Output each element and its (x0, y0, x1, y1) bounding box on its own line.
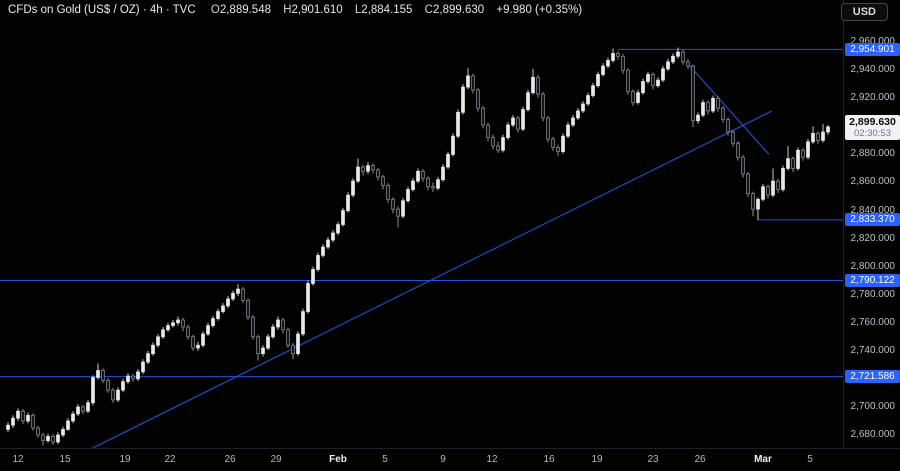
ohlc-high: H2,901.610 (283, 4, 343, 16)
time-tick: 16 (543, 454, 555, 465)
descending-trendline[interactable] (685, 61, 770, 155)
symbol-title[interactable]: CFDs on Gold (US$ / OZ) · 4h · TVC (8, 4, 196, 16)
time-tick: 19 (119, 454, 131, 465)
last-price-label: 2,899.630 02:30:53 (845, 114, 900, 140)
price-tick: 2,760.000 (850, 316, 896, 328)
ohlc-close: C2,899.630 (424, 4, 485, 16)
bar-countdown: 02:30:53 (854, 127, 891, 139)
price-level-label: 2,790.122 (845, 274, 900, 287)
time-tick: 26 (224, 454, 236, 465)
price-tick: 2,860.000 (850, 176, 896, 188)
time-tick: 23 (647, 454, 659, 465)
price-tick: 2,960.000 (850, 36, 896, 48)
price-tick: 2,780.000 (850, 288, 896, 300)
time-tick: 12 (486, 454, 498, 465)
price-tick: 2,880.000 (850, 148, 896, 160)
currency-button[interactable]: USD (840, 3, 888, 21)
time-tick: 19 (591, 454, 603, 465)
price-tick: 2,800.000 (850, 260, 896, 272)
time-tick: 29 (270, 454, 282, 465)
time-tick: 5 (382, 454, 388, 465)
price-level-label: 2,721.586 (845, 370, 900, 384)
price-tick: 2,940.000 (850, 64, 896, 76)
time-tick: 22 (164, 454, 176, 465)
price-level-label: 2,833.370 (845, 213, 900, 227)
candles (6, 47, 830, 446)
price-axis[interactable]: 2,899.630 02:30:53 2,960.000 2,940.000 2,9… (843, 0, 900, 448)
chart-header: CFDs on Gold (US$ / OZ) · 4h · TVC O2,88… (8, 4, 582, 20)
price-tick: 2,920.000 (850, 92, 896, 104)
time-tick: 5 (807, 454, 813, 465)
price-tick: 2,840.000 (850, 204, 896, 216)
price-level-label: 2,954.901 (845, 42, 900, 56)
time-tick-month: Feb (329, 454, 347, 465)
price-tick: 2,820.000 (850, 232, 896, 244)
time-tick: 15 (59, 454, 71, 465)
last-price-value: 2,899.630 (849, 115, 896, 128)
time-axis[interactable]: 12 15 19 22 26 29 Feb 5 9 12 16 19 23 26 Mar 5 (0, 448, 900, 471)
ohlc-open: O2,889.548 (210, 4, 271, 16)
time-tick: 9 (440, 454, 446, 465)
time-tick: 12 (12, 454, 24, 465)
time-tick: 26 (694, 454, 706, 465)
price-tick: 2,740.000 (850, 344, 896, 356)
ascending-trendline[interactable] (85, 110, 773, 452)
price-change: +9.980 (+0.35%) (496, 4, 583, 16)
time-tick-month: Mar (754, 454, 772, 465)
ohlc-low: L2,884.155 (354, 4, 413, 16)
price-tick: 2,680.000 (850, 429, 896, 440)
price-tick: 2,700.000 (850, 400, 896, 412)
